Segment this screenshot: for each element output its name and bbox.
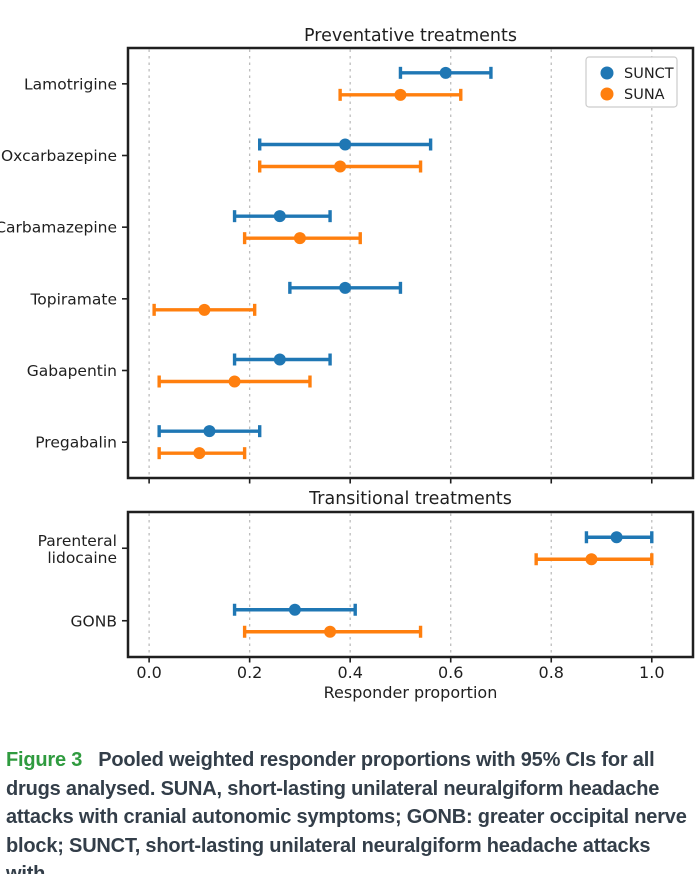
panel-preventative: Lamotrigine Oxcarbazepine Carbamazepine Top… [0,26,695,484]
x-tick-label: 0.4 [337,663,362,682]
point-marker [585,553,598,566]
legend: SUNCT SUNA [585,56,678,108]
category-label: Pregabalin [35,434,117,452]
errorbar-sunct [157,425,262,438]
forest-plot-canvas: Lamotrigine Oxcarbazepine Carbamazepine Top… [0,26,695,702]
point-marker [203,425,216,438]
errorbar-suna [157,375,312,388]
errorbar-sunct [257,138,433,151]
errorbar-sunct [232,603,357,616]
errorbar-suna [338,88,463,101]
legend-marker-sunct [600,66,614,80]
point-marker [394,88,407,101]
category-label: Parenteral [38,532,117,550]
x-tick-label: 0.0 [136,663,161,682]
caption-figure-label: Figure 3 [6,749,83,771]
point-marker [198,303,211,316]
category-label: GONB [71,612,117,630]
errorbar-sunct [398,66,493,79]
point-marker [293,232,306,245]
errorbar-suna [157,447,247,460]
errorbar-sunct [232,353,332,366]
forest-plot-figure: Lamotrigine Oxcarbazepine Carbamazepine Top… [0,26,695,702]
point-marker [339,138,352,151]
point-marker [324,625,337,638]
errorbar-sunct [288,281,403,294]
category-label: Oxcarbazepine [1,147,117,165]
errorbar-suna [152,303,257,316]
caption-line-2: drugs analysed. SUNA, short-lasting unil… [6,777,660,800]
point-marker [610,531,623,544]
category-label: Carbamazepine [0,219,117,237]
plot-border [126,510,695,659]
point-marker [339,281,352,294]
figure-3-caption: Figure 3 Pooled weighted responder propor… [6,746,694,874]
x-tick-label: 0.2 [237,663,262,682]
point-marker [273,210,286,223]
point-marker [439,66,452,79]
legend-label: SUNCT [624,66,674,82]
errorbar-suna [257,160,423,173]
point-marker [288,603,301,616]
x-tick-label: 0.6 [438,663,463,682]
point-marker [228,375,241,388]
caption-line-3: attacks with cranial autonomic symptoms;… [6,806,687,829]
panel-title: Transitional treatments [308,489,512,509]
point-marker [273,353,286,366]
x-axis-label: Responder proportion [324,683,498,702]
point-marker [334,160,347,173]
plot-border [126,46,695,480]
category-label: Topiramate [29,290,117,308]
errorbar-suna [534,553,654,566]
errorbar-suna [242,625,423,638]
x-tick-label: 1.0 [639,663,664,682]
legend-marker-suna [600,87,614,101]
caption-line-1: Pooled weighted responder proportions wi… [98,749,655,771]
x-tick-label: 0.8 [539,663,564,682]
errorbar-sunct [232,210,332,223]
caption-line-4: block; SUNCT, short-lasting unilateral n… [6,834,651,874]
category-label: Lamotrigine [24,75,117,93]
category-label: lidocaine [47,549,117,567]
panel-title: Preventative treatments [304,26,517,46]
errorbar-suna [242,232,362,245]
errorbar-sunct [584,531,654,544]
legend-label: SUNA [624,87,665,103]
category-label: Gabapentin [27,362,117,380]
point-marker [193,447,206,460]
